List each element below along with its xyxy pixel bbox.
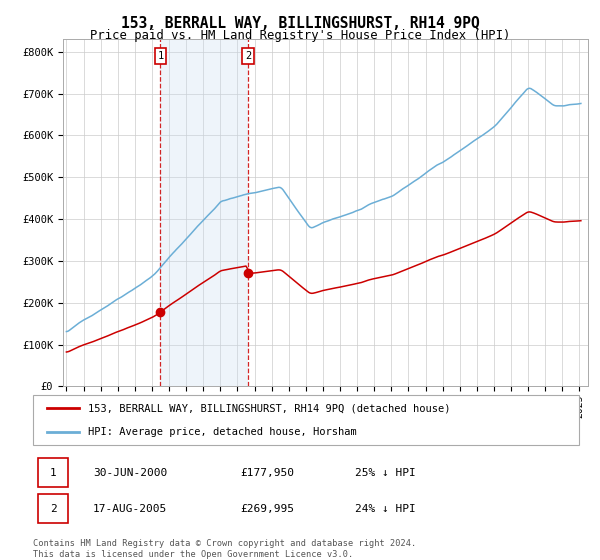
Text: This data is licensed under the Open Government Licence v3.0.: This data is licensed under the Open Gov… xyxy=(33,550,353,559)
Text: HPI: Average price, detached house, Horsham: HPI: Average price, detached house, Hors… xyxy=(88,427,356,437)
FancyBboxPatch shape xyxy=(38,458,68,487)
Text: 153, BERRALL WAY, BILLINGSHURST, RH14 9PQ (detached house): 153, BERRALL WAY, BILLINGSHURST, RH14 9P… xyxy=(88,403,450,413)
Text: 2: 2 xyxy=(245,51,251,61)
Text: 2: 2 xyxy=(50,504,56,514)
Bar xyxy=(160,39,248,386)
Text: 17-AUG-2005: 17-AUG-2005 xyxy=(93,504,167,514)
Text: 30-JUN-2000: 30-JUN-2000 xyxy=(93,468,167,478)
Text: Contains HM Land Registry data © Crown copyright and database right 2024.: Contains HM Land Registry data © Crown c… xyxy=(33,539,416,548)
Text: 25% ↓ HPI: 25% ↓ HPI xyxy=(355,468,416,478)
Text: 153, BERRALL WAY, BILLINGSHURST, RH14 9PQ: 153, BERRALL WAY, BILLINGSHURST, RH14 9P… xyxy=(121,16,479,31)
FancyBboxPatch shape xyxy=(33,395,579,445)
Text: Price paid vs. HM Land Registry's House Price Index (HPI): Price paid vs. HM Land Registry's House … xyxy=(90,29,510,42)
Text: £269,995: £269,995 xyxy=(241,504,295,514)
Text: 1: 1 xyxy=(157,51,164,61)
FancyBboxPatch shape xyxy=(38,494,68,524)
Text: 24% ↓ HPI: 24% ↓ HPI xyxy=(355,504,416,514)
Text: £177,950: £177,950 xyxy=(241,468,295,478)
Text: 1: 1 xyxy=(50,468,56,478)
